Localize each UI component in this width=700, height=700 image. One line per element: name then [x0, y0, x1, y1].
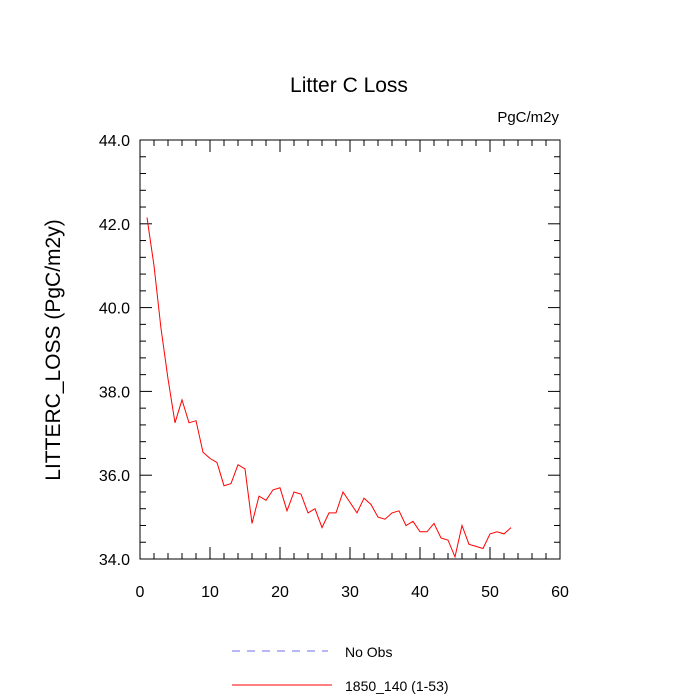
x-tick-label: 40 — [411, 584, 429, 601]
x-tick-label: 10 — [201, 584, 219, 601]
chart-title: Litter C Loss — [290, 74, 408, 97]
legend: No Obs 1850_140 (1-53) — [232, 644, 449, 694]
x-tick-label: 60 — [551, 584, 569, 601]
legend-label-1850-140: 1850_140 (1-53) — [345, 678, 449, 694]
y-tick-label: 34.0 — [99, 552, 130, 569]
units-label: PgC/m2y — [497, 109, 559, 126]
y-tick-label: 36.0 — [99, 468, 130, 485]
y-axis-label: LITTERC_LOSS (PgC/m2y) — [42, 219, 65, 480]
y-tick-label: 42.0 — [99, 217, 130, 234]
x-tick-label: 0 — [136, 584, 145, 601]
y-tick-label: 40.0 — [99, 301, 130, 318]
x-tick-label: 30 — [341, 584, 359, 601]
legend-label-no-obs: No Obs — [345, 644, 392, 660]
y-axis: 34.0 36.0 38.0 40.0 42.0 44.0 — [99, 133, 560, 569]
y-tick-label: 38.0 — [99, 384, 130, 401]
plot-frame — [139, 139, 561, 560]
y-tick-label: 44.0 — [99, 133, 130, 150]
series-layer — [146, 217, 512, 559]
x-tick-label: 20 — [271, 584, 289, 601]
x-tick-label: 50 — [481, 584, 499, 601]
x-axis: 0 10 20 30 40 50 60 — [136, 140, 569, 601]
series-line — [146, 217, 512, 559]
